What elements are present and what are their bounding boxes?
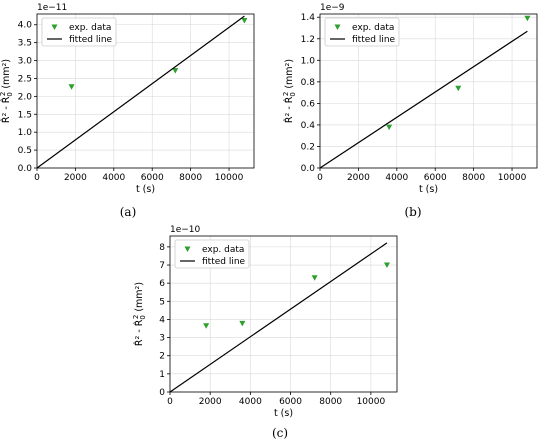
legend-label: fitted line [69,35,113,45]
x-tick-label: 8000 [462,173,485,183]
x-tick-label: 2000 [347,173,370,183]
legend-marker-symbol [51,24,58,30]
y-tick-label: 0.4 [301,121,316,131]
x-tick-label: 6000 [279,397,302,407]
x-axis-label: t (s) [274,408,293,419]
subfigure-caption: (b) [404,205,421,219]
subfigure-caption: (c) [272,426,288,440]
x-tick-label: 6000 [141,173,164,183]
y-tick-label: 0 [159,388,165,398]
y-label-sup: 2 [0,92,7,96]
axis-multiplier: 1e−9 [320,3,345,13]
subfigure-caption: (a) [120,205,137,219]
y-tick-label: 8 [159,243,165,253]
chart-c: 0 2000 4000 6000 8000 10000 0 1 2 3 4 5 6 7 8 1e−10 t (s… [132,225,398,440]
y-tick-label: 7 [159,261,165,271]
legend-marker-symbol [184,246,191,252]
y-tick-label: 3.5 [18,39,32,49]
y-label-unit: (mm²) [134,282,145,315]
data-point [203,323,210,329]
y-tick-label: 1.2 [301,35,315,45]
chart-b: 0 2000 4000 6000 8000 10000 0.0 0.2 0.4 0.6 0.8 1.0… [282,3,538,219]
y-label-sub: 0 [139,315,147,319]
chart-a: 0 2000 4000 6000 8000 10000 0.0 0.5 1.0 1.5 2.0 2.5… [0,3,255,219]
legend-label: exp. data [69,23,111,33]
y-label-sub: 0 [289,92,297,96]
data-point [239,320,246,327]
y-tick-label: 0.5 [18,146,32,156]
x-tick-label: 4000 [102,173,125,183]
data-point [383,262,390,269]
x-tick-label: 4000 [239,397,262,407]
fitted-line [169,242,388,393]
y-tick-label: 3 [159,334,165,344]
x-tick-label: 10000 [498,173,527,183]
y-tick-label: 0.0 [301,164,316,174]
y-tick-label: 0.2 [301,142,315,152]
y-label-main: R̂² - R̂ [133,319,145,346]
fitted-line [36,15,245,169]
data-point [172,68,179,74]
x-axis-label: t (s) [419,184,438,195]
x-tick-label: 0 [167,397,173,407]
data-point [241,17,248,24]
y-axis-label: R̂² - R̂02 (mm²) [132,282,147,346]
x-tick-label: 8000 [179,173,202,183]
x-tick-label: 0 [34,173,40,183]
y-tick-label: 0.0 [18,164,33,174]
y-label-unit: (mm²) [284,59,295,92]
y-tick-label: 4 [159,315,165,325]
x-tick-label: 10000 [357,397,386,407]
plot-frame [319,13,538,169]
fitted-line [319,30,528,169]
y-tick-label: 5 [159,297,165,307]
y-label-main: R̂² - R̂ [283,96,295,123]
y-label-sup: 2 [132,315,140,319]
y-tick-label: 1.5 [18,110,32,120]
x-tick-label: 4000 [385,173,408,183]
x-tick-label: 8000 [319,397,342,407]
plot-frame [36,13,255,169]
data-point [68,84,75,90]
y-tick-label: 1.0 [18,128,33,138]
y-tick-label: 1.4 [301,13,316,23]
legend-label: exp. data [352,23,394,33]
y-tick-label: 6 [159,279,165,289]
legend-label: exp. data [202,245,244,255]
y-tick-label: 2.5 [18,74,32,84]
y-axis-label: R̂² - R̂02 (mm²) [282,59,297,123]
x-axis-label: t (s) [136,184,155,195]
x-tick-label: 0 [317,173,323,183]
axis-multiplier: 1e−10 [170,225,201,235]
y-tick-label: 0.6 [301,99,316,109]
y-tick-label: 0.8 [301,78,316,88]
y-tick-label: 1.0 [301,56,316,66]
y-tick-label: 2 [159,352,165,362]
legend-marker-symbol [334,24,341,30]
y-label-unit: (mm²) [1,59,12,92]
x-tick-label: 2000 [64,173,87,183]
y-label-sub: 0 [6,92,14,96]
data-point [386,124,393,131]
y-label-main: R̂² - R̂ [0,96,12,123]
axis-multiplier: 1e−11 [37,3,67,13]
legend-label: fitted line [202,257,246,267]
data-point [311,275,318,281]
legend-label: fitted line [352,35,396,45]
x-tick-label: 2000 [199,397,222,407]
plot-frame [169,235,398,393]
data-point [455,85,462,92]
y-axis-label: R̂² - R̂02 (mm²) [0,59,14,123]
x-tick-label: 10000 [215,173,244,183]
y-tick-label: 4.0 [18,21,33,31]
y-tick-label: 1 [159,370,165,380]
y-label-sup: 2 [282,92,290,96]
x-tick-label: 6000 [424,173,447,183]
y-tick-label: 3.0 [18,57,33,67]
data-point [524,15,531,22]
y-tick-label: 2.0 [18,92,33,102]
